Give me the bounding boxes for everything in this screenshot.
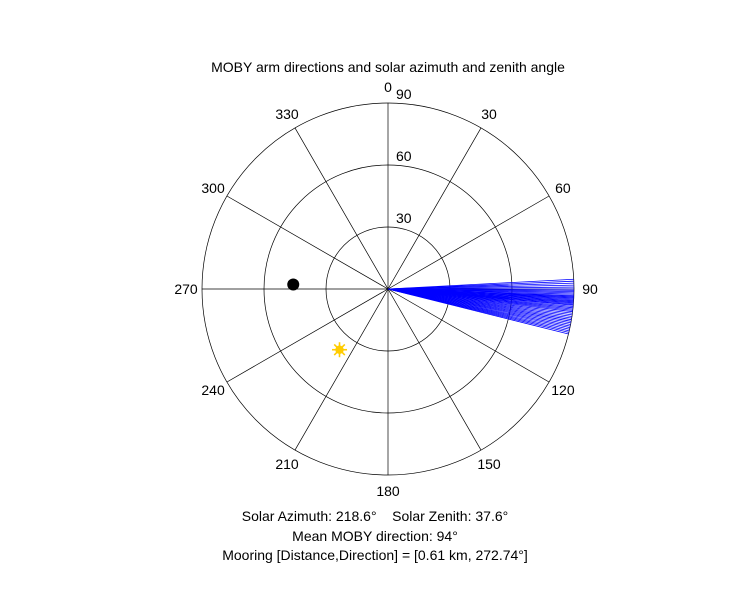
radial-tick-label-90: 90 [396,86,412,102]
markers [287,278,348,358]
arm-direction-lines [387,278,575,335]
spoke-330 [294,127,389,290]
azimuth-tick-label-300: 300 [201,180,225,196]
azimuth-tick-label-330: 330 [275,106,299,122]
azimuth-tick-label-0: 0 [384,79,392,95]
radial-tick-label-60: 60 [396,148,412,164]
azimuth-tick-label-240: 240 [201,382,225,398]
spoke-30 [387,127,482,290]
sun-marker [332,342,348,358]
mooring-marker [287,278,300,291]
mooring-annotation: Mooring [Distance,Direction] = [0.61 km,… [222,547,528,563]
spoke-60 [387,195,550,290]
spoke-240 [226,288,389,383]
azimuth-tick-label-120: 120 [551,382,575,398]
spoke-120 [387,288,550,383]
mean-moby-direction-annotation: Mean MOBY direction: 94° [292,528,458,544]
radial-tick-label-30: 30 [396,210,412,226]
spoke-150 [387,288,482,451]
spoke-300 [226,195,389,290]
azimuth-tick-label-90: 90 [582,281,598,297]
azimuth-tick-label-210: 210 [275,456,299,472]
azimuth-tick-label-30: 30 [481,106,497,122]
spoke-210 [294,288,389,451]
azimuth-tick-label-60: 60 [555,180,571,196]
azimuth-tick-label-150: 150 [477,456,501,472]
arm-direction-line [387,288,569,335]
azimuth-tick-label-180: 180 [376,483,400,499]
axis-labels: 0 30 60 90 120 150 180 210 240 270 300 330 30 60 90 [174,79,598,499]
azimuth-tick-label-270: 270 [174,281,198,297]
solar-angles-annotation: Solar Azimuth: 218.6° Solar Zenith: 37.6… [241,508,509,524]
chart-title: MOBY arm directions and solar azimuth an… [211,59,565,75]
